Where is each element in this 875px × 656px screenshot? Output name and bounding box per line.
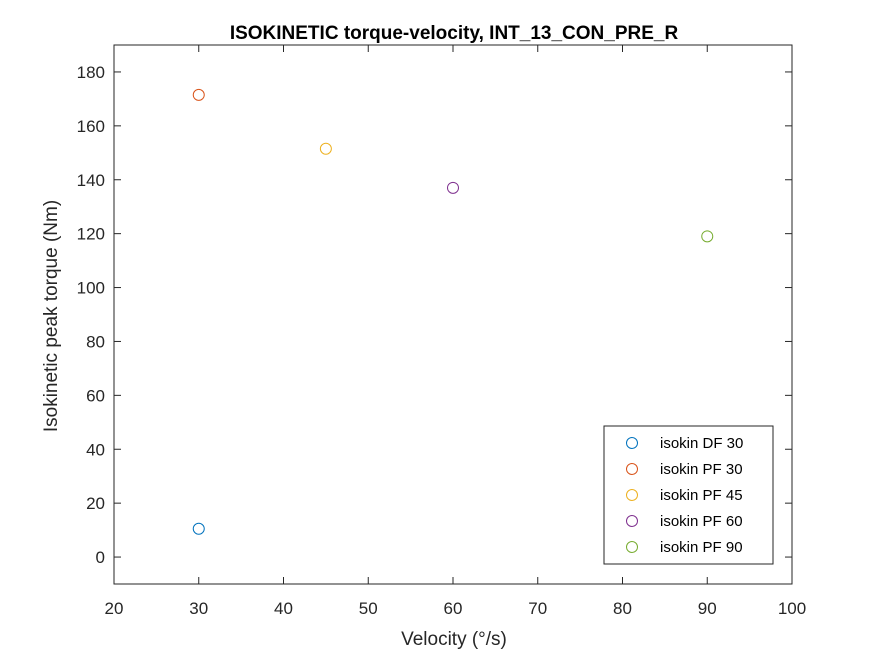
y-tick-label: 20 [86,494,105,513]
y-tick-label: 100 [77,279,105,298]
x-tick-label: 20 [105,599,124,618]
x-tick-label: 100 [778,599,806,618]
legend-marker [626,489,638,501]
legend-marker [626,515,638,527]
chart-title: ISOKINETIC torque-velocity, INT_13_CON_P… [230,23,679,44]
y-tick-label: 180 [77,63,105,82]
legend-marker [626,541,638,553]
y-tick-label: 140 [77,171,105,190]
data-point [192,88,205,101]
x-tick-label: 40 [274,599,293,618]
data-point [192,522,205,535]
data-points [192,88,714,535]
x-tick-label: 50 [359,599,378,618]
y-tick-label: 160 [77,117,105,136]
legend-label: isokin DF 30 [660,435,743,452]
legend-label: isokin PF 30 [660,461,743,478]
data-point [447,181,459,194]
legend-label: isokin PF 90 [660,539,743,556]
data-point [701,230,714,243]
legend: isokin DF 30 isokin PF 30 isokin PF 45 isok… [603,425,774,565]
y-axis-ticks: 0 20 40 60 80 100 120 140 160 180 [77,63,792,567]
x-axis-label: Velocity (°/s) [401,629,507,650]
data-point [319,142,332,155]
legend-marker [626,437,638,449]
y-tick-label: 60 [86,386,105,405]
legend-label: isokin PF 60 [660,513,743,530]
legend-box [603,425,774,565]
x-tick-label: 70 [528,599,547,618]
y-tick-label: 80 [86,332,105,351]
y-tick-label: 40 [86,440,105,459]
x-tick-label: 30 [189,599,208,618]
y-tick-label: 120 [77,225,105,244]
y-tick-label: 0 [96,548,105,567]
x-axis-ticks: 20 30 40 50 60 70 80 90 100 [105,45,806,618]
x-tick-label: 80 [613,599,632,618]
plot-border [113,44,793,585]
y-axis-label: Isokinetic peak torque (Nm) [41,200,62,432]
legend-label: isokin PF 45 [660,487,743,504]
legend-marker [626,463,638,475]
x-tick-label: 90 [698,599,717,618]
x-tick-label: 60 [444,599,463,618]
